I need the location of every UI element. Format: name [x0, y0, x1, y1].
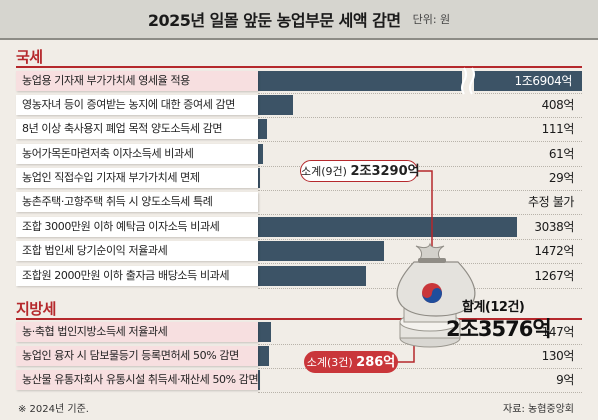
row-divider — [258, 141, 582, 142]
category-label: 농어가목돈마련저축 이자소득세 비과세 — [16, 144, 258, 164]
section-divider-local — [16, 318, 582, 320]
category-label: 농산물 유통자회사 유통시설 취득세·재산세 50% 감면 — [16, 370, 258, 390]
source-credit: 자료: 농협중앙회 — [503, 404, 574, 415]
category-label: 영농자녀 등이 증여받는 농지에 대한 증여세 감면 — [16, 95, 258, 115]
total-label: 합계(12건) — [462, 300, 525, 315]
bar — [258, 266, 366, 286]
connector-line-local — [395, 340, 415, 363]
value-label: 29억 — [548, 171, 575, 185]
section-title-national: 국세 — [16, 48, 43, 66]
unit-label: 단위: 원 — [412, 13, 451, 26]
bar — [258, 322, 271, 342]
value-label: 111억 — [541, 122, 575, 136]
subtotal-local: 소계(3건) 286억 — [304, 351, 398, 373]
bar — [258, 71, 582, 91]
row-divider — [258, 117, 582, 118]
value-label: 1조6904억 — [514, 74, 573, 88]
value-label: 추정 불가 — [528, 195, 574, 209]
value-label: 1267억 — [534, 269, 574, 283]
axis-break-icon — [461, 67, 475, 95]
category-label: 농업용 기자재 부가가치세 영세율 적용 — [16, 71, 258, 91]
category-label: 농촌주택·고향주택 취득 시 양도소득세 특례 — [16, 192, 258, 212]
category-label: 농업인 융자 시 담보물등기 등록면허세 50% 감면 — [16, 346, 258, 366]
chart-title: 2025년 일몰 앞둔 농업부문 세액 감면 — [147, 11, 401, 30]
row-divider — [258, 166, 582, 167]
category-label: 농·축협 법인지방소득세 저율과세 — [16, 322, 258, 342]
bar — [258, 144, 263, 164]
category-label: 8년 이상 축사용지 폐업 목적 양도소득세 감면 — [16, 119, 258, 139]
bar — [258, 119, 267, 139]
bar — [258, 346, 269, 366]
category-label: 조합 법인세 당기순이익 저율과세 — [16, 241, 258, 261]
connector-line-national — [415, 170, 433, 258]
bar — [258, 95, 293, 115]
value-label: 3038억 — [534, 220, 574, 234]
bar — [258, 241, 384, 261]
value-label: 130억 — [541, 349, 575, 363]
row-divider — [258, 392, 582, 393]
row-divider — [258, 93, 582, 94]
row-divider — [258, 368, 582, 369]
row-divider — [258, 239, 582, 240]
section-divider-national — [16, 66, 582, 68]
value-label: 1472억 — [534, 244, 574, 258]
category-label: 조합 3000만원 이하 예탁금 이자소득 비과세 — [16, 217, 258, 237]
title-bar: 2025년 일몰 앞둔 농업부문 세액 감면 단위: 원 — [0, 0, 598, 40]
footnote: ※ 2024년 기준. — [18, 404, 89, 415]
value-label: 147억 — [541, 325, 575, 339]
value-label: 408억 — [541, 98, 575, 112]
section-title-local: 지방세 — [16, 300, 56, 318]
subtotal-national: 소계(9건) 2조3290억 — [300, 160, 420, 182]
value-label: 9억 — [556, 373, 574, 387]
row-divider — [258, 214, 582, 215]
total-value: 2조3576억 — [446, 317, 552, 341]
category-label: 조합원 2000만원 이하 출자금 배당소득 비과세 — [16, 266, 258, 286]
korean-taegeuk-icon — [422, 283, 442, 303]
bar — [258, 168, 260, 188]
category-label: 농업인 직접수입 기자재 부가가치세 면제 — [16, 168, 258, 188]
row-divider — [258, 190, 582, 191]
bar — [258, 217, 517, 237]
bar — [258, 370, 260, 390]
value-label: 61억 — [548, 147, 575, 161]
